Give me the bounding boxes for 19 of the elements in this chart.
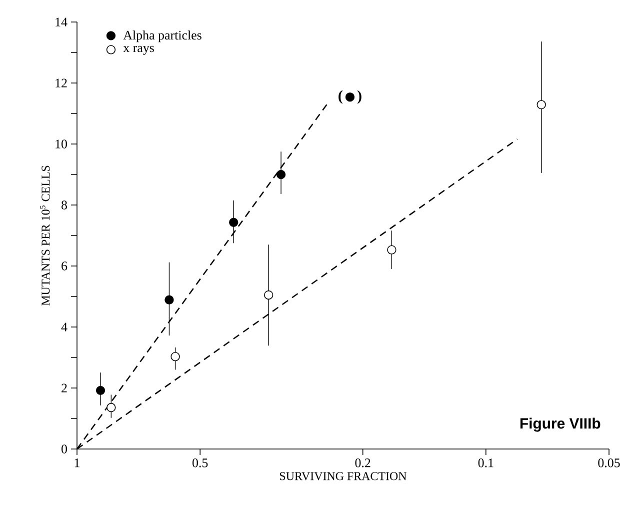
- y-tick-label: 4: [61, 322, 68, 332]
- y-tick-label: 12: [56, 78, 67, 88]
- x-tick-label: 0.2: [355, 458, 370, 468]
- x-tick-label: 0.1: [478, 458, 494, 468]
- y-tick-label: 0: [62, 444, 67, 454]
- legend-label: Alpha particles: [123, 30, 202, 42]
- annotation: Figure VIIIb: [520, 418, 600, 432]
- y-tick-label: 6: [62, 262, 68, 270]
- annotation: ( ): [338, 90, 362, 104]
- y-tick-label: 10: [56, 140, 67, 148]
- y-tick-label: 2: [62, 384, 67, 392]
- x-tick-label: 0.5: [192, 458, 208, 468]
- y-axis-title: MUTANTS PER 10$^{5}$ CELLS: [40, 166, 50, 306]
- legend-label: x rays: [123, 46, 154, 55]
- y-tick-label: 8: [62, 200, 67, 210]
- x-tick-label: 1: [74, 458, 80, 468]
- x-axis-title: SURVIVING FRACTION: [280, 472, 406, 480]
- x-tick-label: 0.05: [598, 458, 620, 468]
- y-tick-label: 14: [56, 18, 68, 26]
